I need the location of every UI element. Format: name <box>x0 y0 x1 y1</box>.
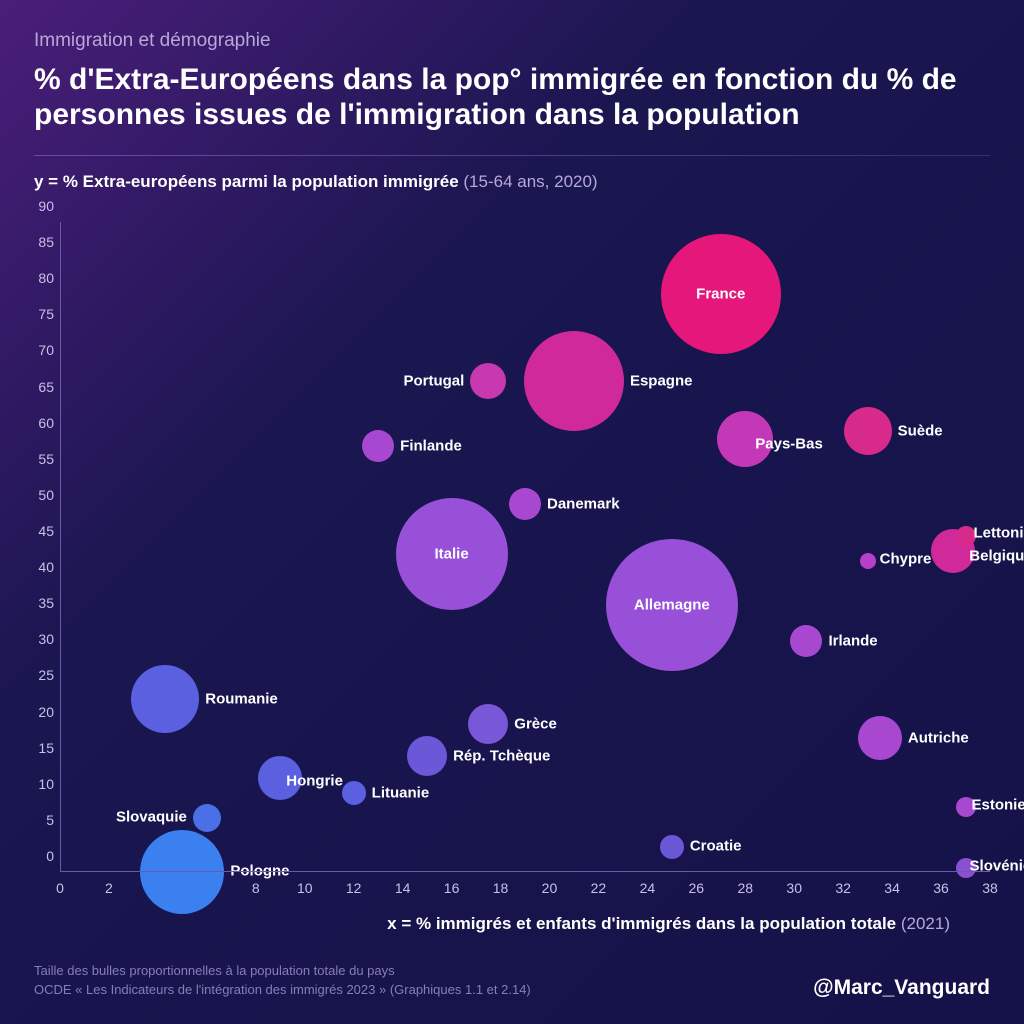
x-tick: 22 <box>591 880 607 896</box>
x-tick: 30 <box>786 880 802 896</box>
x-tick: 26 <box>689 880 705 896</box>
y-tick: 20 <box>24 704 54 720</box>
chart-title: % d'Extra-Européens dans la pop° immigré… <box>34 62 990 133</box>
x-axis-label-sub: (2021) <box>901 914 950 933</box>
y-tick: 5 <box>24 812 54 828</box>
x-tick: 12 <box>346 880 362 896</box>
x-tick: 24 <box>640 880 656 896</box>
x-tick: 14 <box>395 880 411 896</box>
y-tick: 75 <box>24 306 54 322</box>
x-tick: 18 <box>493 880 509 896</box>
bubble-chart: 0510152025303540455055606570758085900246… <box>60 222 990 872</box>
y-tick: 35 <box>24 595 54 611</box>
y-tick: 85 <box>24 234 54 250</box>
y-tick: 45 <box>24 523 54 539</box>
y-tick: 65 <box>24 379 54 395</box>
y-axis-label-text: y = % Extra-européens parmi la populatio… <box>34 172 459 191</box>
y-tick: 10 <box>24 776 54 792</box>
x-tick: 28 <box>737 880 753 896</box>
y-axis-label: y = % Extra-européens parmi la populatio… <box>0 156 1024 192</box>
y-tick: 60 <box>24 415 54 431</box>
x-tick: 0 <box>56 880 64 896</box>
y-tick: 25 <box>24 667 54 683</box>
x-tick: 38 <box>982 880 998 896</box>
y-tick: 40 <box>24 559 54 575</box>
x-axis-label-text: x = % immigrés et enfants d'immigrés dan… <box>387 914 896 933</box>
y-tick: 55 <box>24 451 54 467</box>
credit-handle: @Marc_Vanguard <box>813 976 990 1000</box>
y-axis-label-sub: (15-64 ans, 2020) <box>463 172 597 191</box>
x-tick: 36 <box>933 880 949 896</box>
y-tick: 30 <box>24 631 54 647</box>
x-tick: 34 <box>884 880 900 896</box>
y-tick: 0 <box>24 848 54 864</box>
y-tick: 80 <box>24 270 54 286</box>
x-axis-label: x = % immigrés et enfants d'immigrés dan… <box>60 914 950 934</box>
y-tick: 70 <box>24 342 54 358</box>
axis-border <box>60 222 990 872</box>
y-tick: 50 <box>24 487 54 503</box>
x-tick: 10 <box>297 880 313 896</box>
supertitle: Immigration et démographie <box>34 30 990 52</box>
x-tick: 32 <box>835 880 851 896</box>
x-tick: 16 <box>444 880 460 896</box>
y-tick: 15 <box>24 740 54 756</box>
x-tick: 20 <box>542 880 558 896</box>
y-tick: 90 <box>24 198 54 214</box>
x-tick: 8 <box>252 880 260 896</box>
x-tick: 2 <box>105 880 113 896</box>
